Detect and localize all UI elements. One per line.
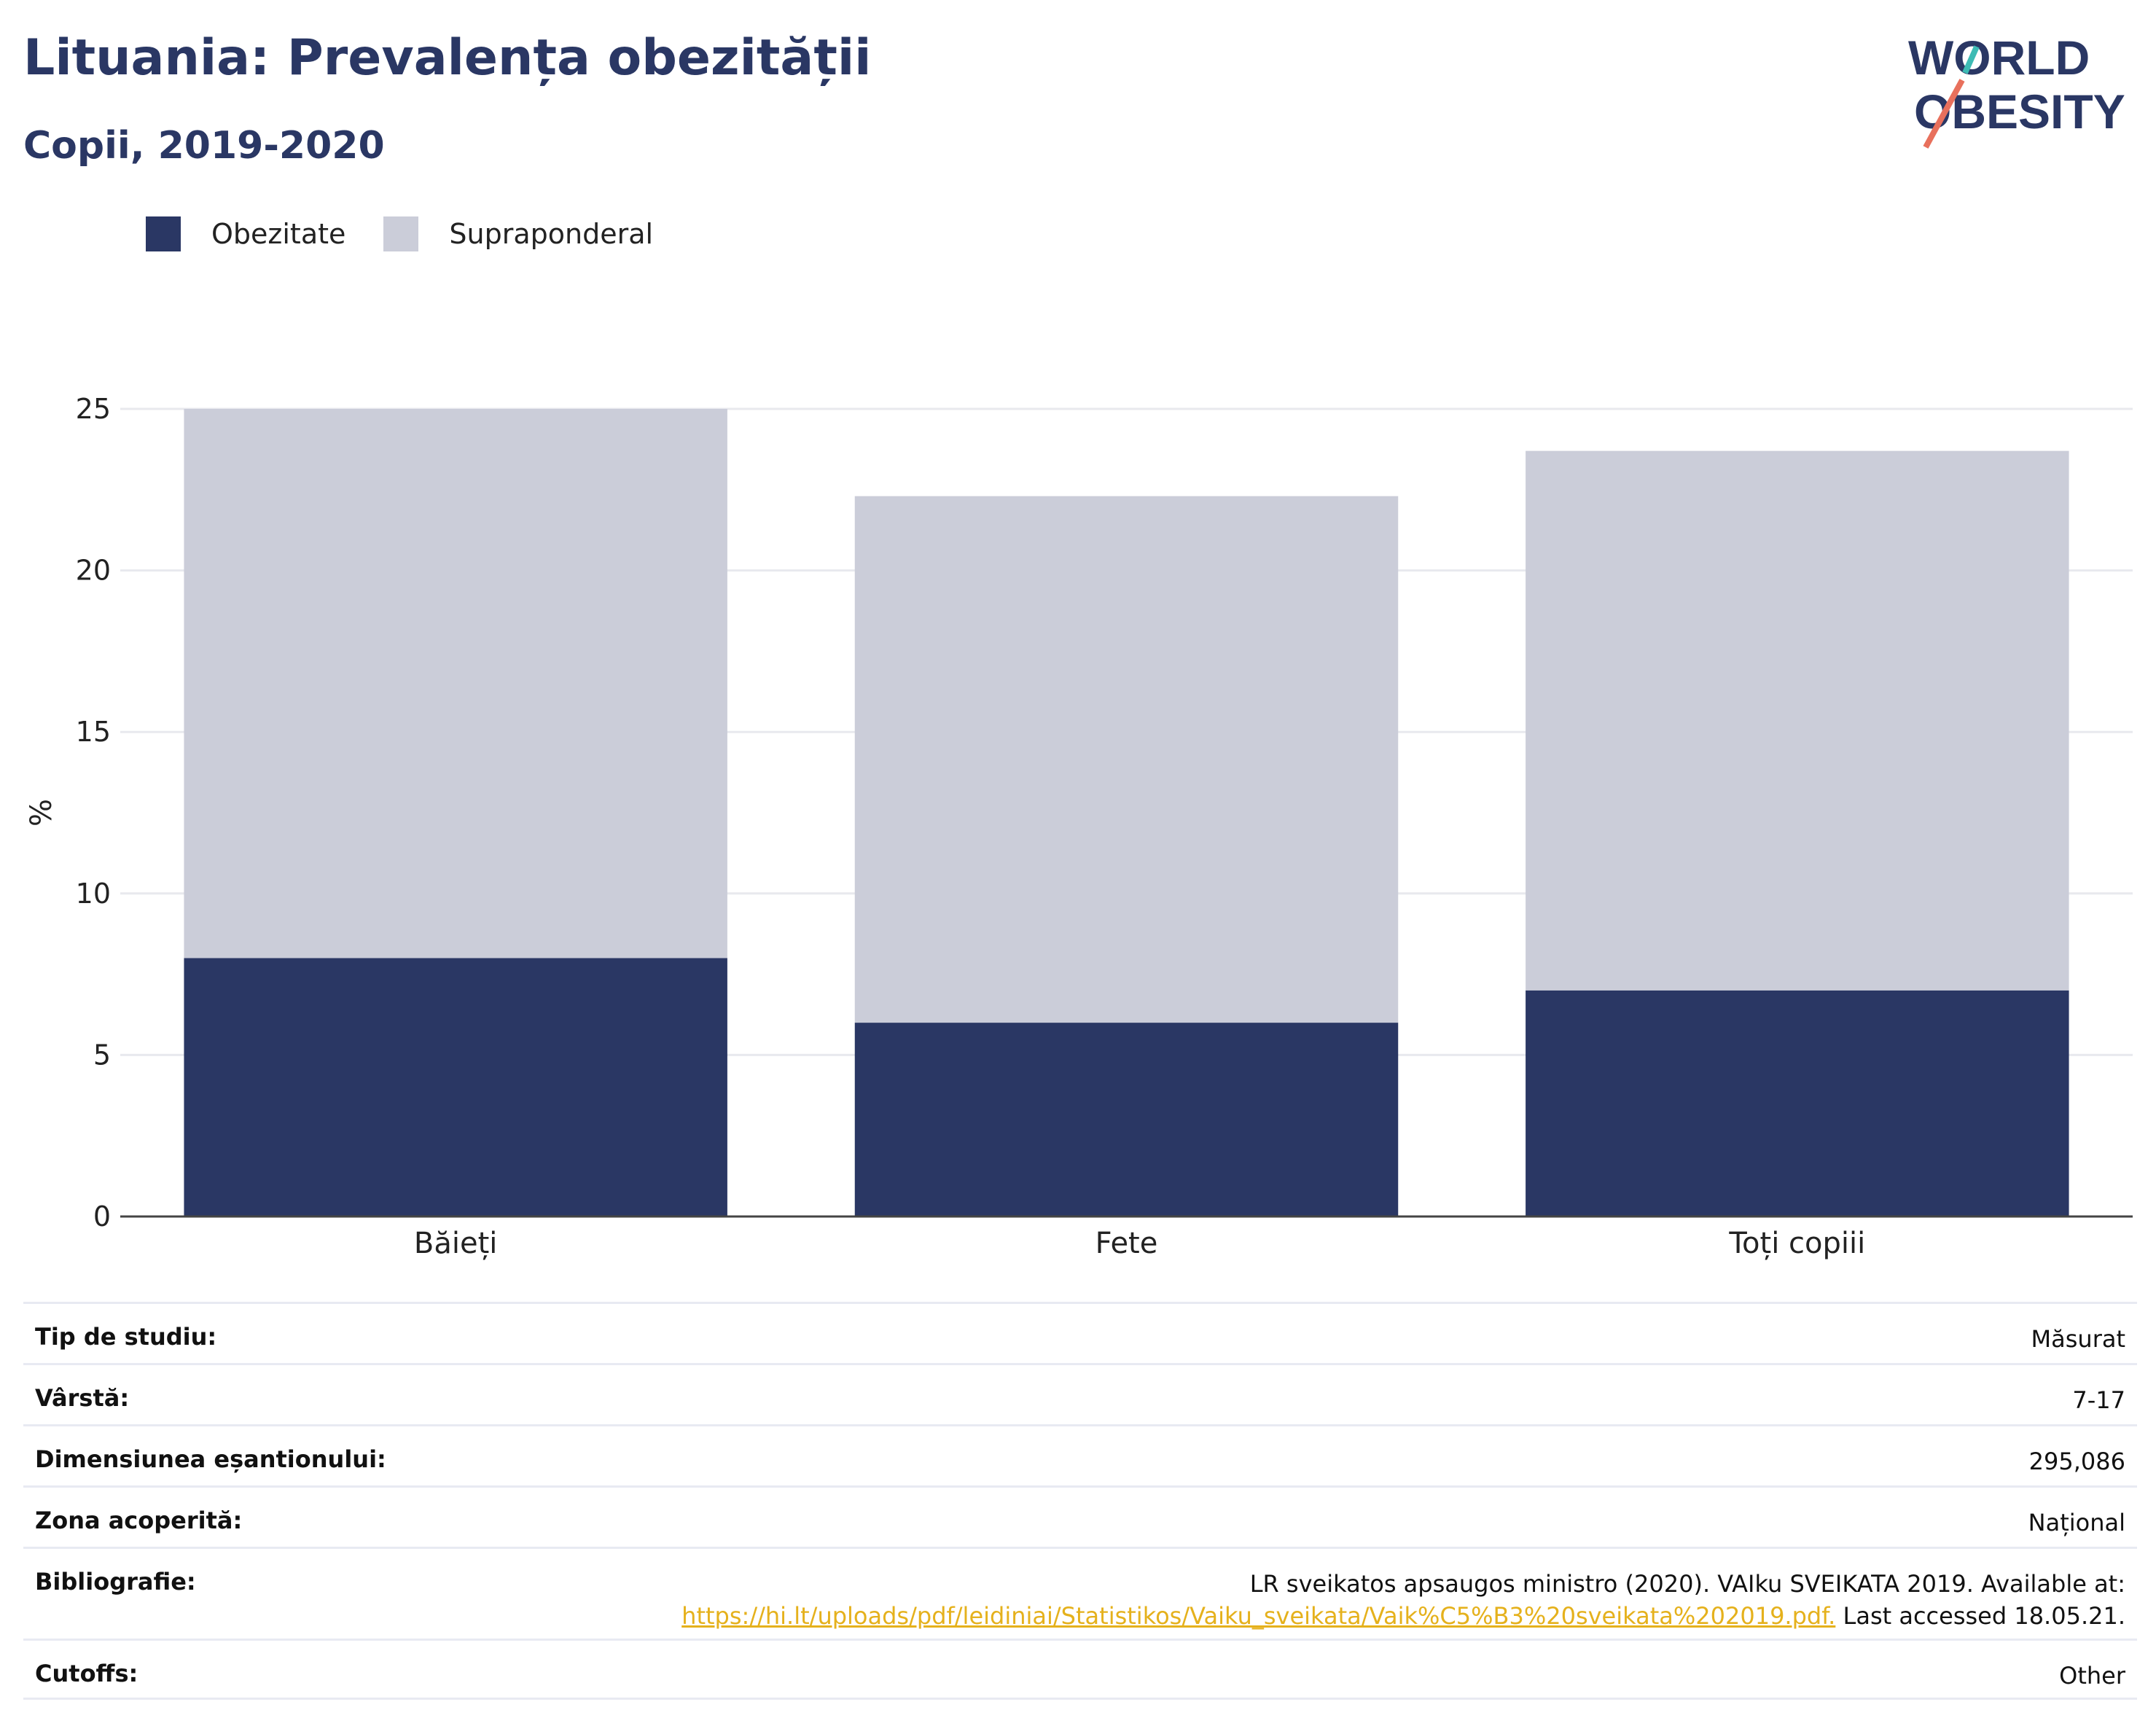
chart-legend: Obezitate Supraponderal (146, 216, 691, 252)
study-info-table: Tip de studiu: Măsurat Vârstă: 7-17 Dime… (23, 1302, 2137, 1700)
info-key: Tip de studiu: (35, 1323, 217, 1351)
y-axis-label: % (25, 799, 58, 827)
stacked-bar-chart: 0 5 10 15 20 25% Băieți Fete Toți copiii (25, 393, 2133, 1260)
bibliography-suffix: Last accessed 18.05.21. (1835, 1602, 2126, 1630)
bar-overweight-2 (1526, 450, 2069, 991)
legend-label-obesity: Obezitate (211, 218, 346, 250)
y-tick-label: 15 (76, 716, 111, 748)
x-tick-label: Toți copiii (1728, 1227, 1865, 1260)
bar-obesity-1 (854, 1023, 1399, 1216)
info-row-age: Vârstă: 7-17 (23, 1363, 2137, 1424)
logo-slash-teal (1962, 45, 1980, 74)
chart-title: Lituania: Prevalența obezității (23, 29, 872, 87)
bibliography-text: LR sveikatos apsaugos ministro (2020). V… (1249, 1570, 2125, 1598)
y-tick-label: 10 (76, 878, 111, 910)
x-tick-label: Fete (1095, 1227, 1158, 1260)
info-value: 295,086 (2028, 1448, 2125, 1475)
info-row-coverage: Zona acoperită: Național (23, 1485, 2137, 1547)
info-key: Zona acoperită: (35, 1507, 243, 1534)
y-tick-label: 5 (93, 1039, 111, 1071)
info-value: 7-17 (2072, 1386, 2125, 1414)
info-key: Dimensiunea eșantionului: (35, 1445, 386, 1473)
legend-label-overweight: Supraponderal (449, 218, 654, 250)
info-row-cutoffs: Cutoffs: Other (23, 1639, 2137, 1700)
info-value: Other (2059, 1662, 2125, 1690)
bar-overweight-1 (854, 496, 1399, 1023)
bar-obesity-0 (184, 958, 727, 1216)
logo-slash-coral (1923, 79, 1965, 149)
bar-overweight-0 (184, 409, 727, 958)
info-value: Național (2028, 1509, 2125, 1536)
bibliography-link[interactable]: https://hi.lt/uploads/pdf/leidiniai/Stat… (681, 1602, 1836, 1630)
legend-swatch-overweight (383, 216, 419, 251)
y-tick-label: 20 (76, 555, 111, 587)
info-row-bibliography: Bibliografie: LR sveikatos apsaugos mini… (23, 1547, 2137, 1639)
info-key: Vârstă: (35, 1384, 130, 1412)
legend-item-obesity[interactable]: Obezitate (146, 216, 345, 251)
y-tick-label: 25 (76, 393, 111, 425)
logo-text-line1: WORLD (1908, 31, 2090, 85)
x-tick-label: Băieți (414, 1227, 497, 1260)
bar-obesity-2 (1526, 990, 2069, 1216)
world-obesity-logo: WORLD OBESITY (1908, 31, 2125, 149)
legend-swatch-obesity (146, 216, 181, 251)
info-key: Bibliografie: (35, 1568, 196, 1596)
info-key: Cutoffs: (35, 1660, 138, 1687)
y-tick-label: 0 (93, 1200, 111, 1233)
legend-item-overweight[interactable]: Supraponderal (383, 216, 653, 251)
info-row-study-type: Tip de studiu: Măsurat (23, 1302, 2137, 1363)
chart-subtitle: Copii, 2019-2020 (23, 124, 385, 168)
info-value: Măsurat (2031, 1325, 2125, 1353)
info-value-bibliography: LR sveikatos apsaugos ministro (2020). V… (681, 1568, 2125, 1632)
logo-text-line2: OBESITY (1914, 85, 2125, 138)
info-row-sample-size: Dimensiunea eșantionului: 295,086 (23, 1424, 2137, 1485)
